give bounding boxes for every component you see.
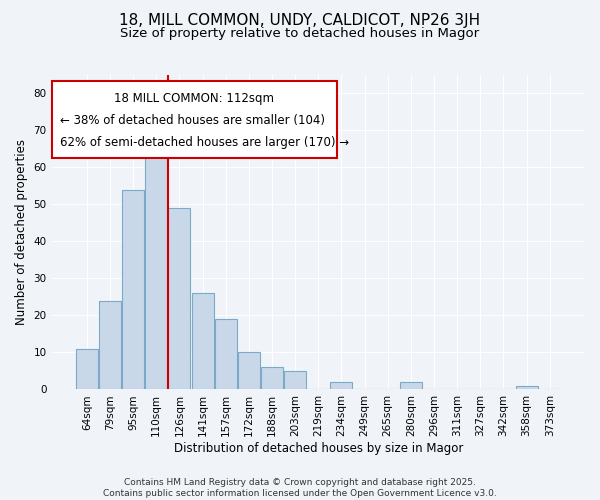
Bar (122, 190, 144, 390)
Bar (145, 149, 167, 390)
Text: 62% of semi-detached houses are larger (170) →: 62% of semi-detached houses are larger (… (59, 136, 349, 149)
Bar (238, 352, 260, 390)
Bar (284, 371, 306, 390)
Text: ← 38% of detached houses are smaller (104): ← 38% of detached houses are smaller (10… (59, 114, 325, 128)
Y-axis label: Number of detached properties: Number of detached properties (15, 139, 28, 325)
X-axis label: Distribution of detached houses by size in Magor: Distribution of detached houses by size … (173, 442, 463, 455)
Bar (99, 300, 121, 390)
Bar (169, 208, 190, 390)
Bar (215, 319, 236, 390)
Text: 18 MILL COMMON: 112sqm: 18 MILL COMMON: 112sqm (114, 92, 274, 106)
Bar (515, 386, 538, 390)
Bar (331, 382, 352, 390)
Bar (76, 349, 98, 390)
Bar (261, 368, 283, 390)
Bar (191, 294, 214, 390)
Text: Size of property relative to detached houses in Magor: Size of property relative to detached ho… (121, 28, 479, 40)
Bar (400, 382, 422, 390)
FancyBboxPatch shape (52, 82, 337, 158)
Text: 18, MILL COMMON, UNDY, CALDICOT, NP26 3JH: 18, MILL COMMON, UNDY, CALDICOT, NP26 3J… (119, 12, 481, 28)
Text: Contains HM Land Registry data © Crown copyright and database right 2025.
Contai: Contains HM Land Registry data © Crown c… (103, 478, 497, 498)
